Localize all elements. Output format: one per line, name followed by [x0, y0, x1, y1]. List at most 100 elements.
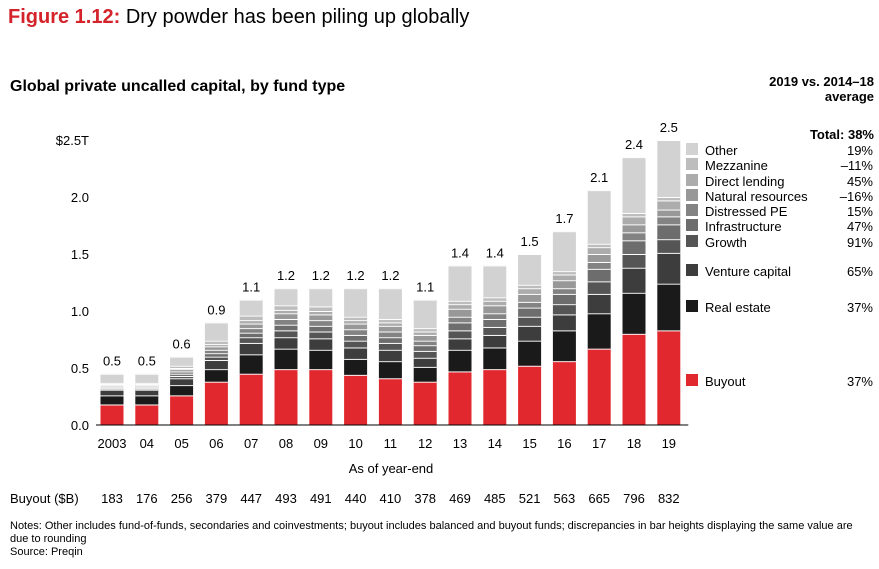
bar-segment-divider — [204, 322, 228, 324]
bar-segment-mezzanine — [204, 340, 228, 345]
bar-segment-divider — [483, 305, 507, 307]
bar-segment-infrastructure — [239, 332, 263, 338]
bar-segment-divider — [135, 404, 159, 406]
bar-segment-divider — [657, 140, 681, 141]
legend-change: 37% — [847, 300, 873, 315]
bar-segment-infrastructure — [344, 334, 368, 341]
bar-segment-divider — [413, 381, 437, 383]
bar-segment-divider — [518, 340, 542, 342]
legend-label: Direct lending — [705, 174, 785, 189]
bar-segment-direct-lending — [378, 322, 402, 326]
bar-segment-divider — [100, 386, 124, 388]
total-label: 1.2 — [381, 268, 399, 283]
bar-segment-other — [204, 322, 228, 341]
bar-segment-real-estate — [239, 354, 263, 374]
legend-label: Other — [705, 143, 738, 158]
bar-segment-buyout — [448, 371, 472, 425]
bar-segment-divider — [239, 323, 263, 325]
bar-segment-divider — [378, 337, 402, 339]
bar-segment-divider — [483, 369, 507, 371]
bar-segment-distressed-pe — [344, 329, 368, 335]
bar-segment-mezzanine — [309, 306, 333, 311]
bar-segment-divider — [622, 267, 646, 269]
bar-segment-divider — [448, 349, 472, 351]
bar-segment-buyout — [100, 404, 124, 425]
y-tick-label: 2.0 — [71, 190, 89, 205]
bar-segment-growth — [239, 337, 263, 343]
bar-segment-distressed-pe — [274, 318, 298, 325]
bar-segment-real-estate — [518, 340, 542, 366]
bar-segment-natural-resources — [378, 325, 402, 332]
bar-segment-buyout — [204, 381, 228, 425]
bar-segment-divider — [309, 288, 333, 290]
bar-segment-divider — [344, 316, 368, 318]
bar-segment-divider — [309, 320, 333, 322]
source-text: Source: Preqin — [10, 546, 83, 558]
bar-segment-mezzanine — [657, 197, 681, 201]
bar-segment-mezzanine — [552, 271, 576, 275]
bar-segment-growth — [448, 330, 472, 339]
bar-segment-divider — [274, 337, 298, 339]
bar-segment-venture-capital — [135, 389, 159, 396]
bar-segment-divider — [552, 330, 576, 332]
legend-swatch — [686, 189, 698, 201]
bar-segment-divider — [657, 197, 681, 198]
bar-segment-distressed-pe — [587, 261, 611, 269]
bar-segment-divider — [657, 239, 681, 241]
bar-segment-divider — [239, 299, 263, 301]
chart-title: Global private uncalled capital, by fund… — [10, 78, 346, 95]
legend-change: 37% — [847, 374, 873, 389]
bar-segment-divider — [518, 288, 542, 290]
bar-segment-divider — [622, 254, 646, 255]
bar-segment-real-estate — [204, 369, 228, 382]
bar-segment-divider — [552, 314, 576, 316]
bar-segment-divider — [344, 358, 368, 360]
bar-segment-infrastructure — [483, 318, 507, 327]
buyout-value: 379 — [206, 491, 228, 506]
bar-segment-natural-resources — [274, 313, 298, 319]
legend-change: 19% — [847, 143, 873, 158]
bar-segment-growth — [657, 239, 681, 253]
bar-segment-other — [100, 373, 124, 383]
bar-segment-growth — [274, 330, 298, 338]
bar-segment-divider — [657, 330, 681, 332]
x-tick-label: 14 — [488, 436, 502, 451]
bar-segment-divider — [483, 313, 507, 315]
legend-swatch — [686, 374, 698, 386]
bar-segment-real-estate — [657, 283, 681, 331]
x-tick-label: 09 — [314, 436, 328, 451]
bar-segment-infrastructure — [552, 293, 576, 305]
bar-segment-other — [378, 288, 402, 319]
bar-segment-divider — [657, 200, 681, 202]
bar-segment-divider — [274, 348, 298, 350]
bar-segment-divider — [274, 288, 298, 290]
bar-segment-divider — [483, 334, 507, 336]
buyout-value: 665 — [588, 491, 610, 506]
bar-segment-venture-capital — [378, 349, 402, 362]
bar-segment-other — [170, 356, 194, 366]
x-tick-label: 17 — [592, 436, 606, 451]
bar-segment-infrastructure — [622, 240, 646, 254]
buyout-value: 563 — [554, 491, 576, 506]
bar-segment-growth — [483, 326, 507, 335]
bar-segment-infrastructure — [378, 337, 402, 343]
bar-segment-other — [448, 265, 472, 301]
bar-segment-divider — [344, 288, 368, 290]
bar-segment-natural-resources — [518, 293, 542, 302]
bar-segment-real-estate — [483, 347, 507, 370]
bar-segment-natural-resources — [552, 280, 576, 289]
bar-segment-divider — [344, 334, 368, 336]
bar-segment-buyout — [657, 330, 681, 425]
bar-segment-mezzanine — [344, 316, 368, 321]
bar-segment-divider — [518, 307, 542, 309]
legend-swatch — [686, 143, 698, 155]
x-tick-label: 2003 — [98, 436, 127, 451]
bar-segment-real-estate — [344, 358, 368, 375]
legend-label: Buyout — [705, 374, 746, 389]
bar-segment-venture-capital — [587, 293, 611, 314]
bar-segment-divider — [448, 322, 472, 324]
bar-segment-divider — [483, 300, 507, 302]
bar-segment-other — [309, 288, 333, 307]
total-label: 2.4 — [625, 137, 643, 152]
bar-segment-divider — [274, 318, 298, 320]
